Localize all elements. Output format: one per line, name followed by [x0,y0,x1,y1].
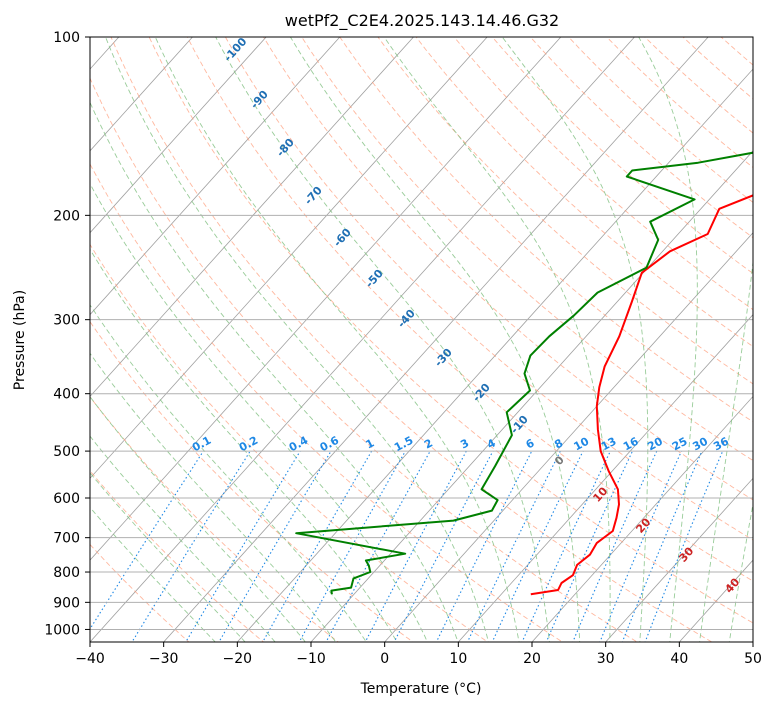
dry-adiabat-line [148,37,753,624]
y-tick-label: 700 [53,531,80,547]
y-tick-label: 300 [53,313,80,329]
y-tick-label: 800 [53,565,80,581]
y-tick-label: 1000 [44,622,80,638]
mixing-ratio-label: 25 [670,435,690,454]
x-tick-label: 50 [744,651,762,667]
dry-adiabat-line [339,37,753,423]
dry-adiabat-line [90,243,489,642]
mixing-ratio-label: 36 [711,435,731,454]
dry-adiabat-line [90,320,414,642]
isotherm-line [90,37,194,152]
profile-lines [295,151,753,596]
mixing-ratio-label: 30 [690,435,710,454]
isotherm-line [457,313,753,642]
isotherm-line [90,37,636,642]
dewpoint-line [295,151,753,595]
temperature-line [530,194,753,596]
mixing-ratio-label: 16 [621,435,641,454]
y-axis-label: Pressure (hPa) [12,290,28,390]
x-tick-label: 10 [449,651,467,667]
x-tick-label: 0 [380,651,389,667]
y-tick-label: 900 [53,595,80,611]
y-tick-label: 100 [53,30,80,46]
moist-adiabat-line [699,258,753,642]
x-tick-label: 20 [523,651,541,667]
x-tick-label: −10 [296,651,326,667]
dry-adiabat-line [301,37,753,462]
x-tick-label: −30 [149,651,179,667]
y-tick-label: 500 [53,444,80,460]
x-axis: −40 −30 −20 −10 0 10 20 30 40 50 [75,642,762,667]
isotherm-line [90,37,488,479]
isotherm-line [163,37,709,642]
isotherm-line [605,477,753,642]
mixing-ratio-label: 20 [645,435,665,454]
isotherm-line [236,68,753,642]
x-tick-label: −20 [223,651,253,667]
chart-title: wetPf2_C2E4.2025.143.14.46.G32 [285,11,559,31]
pressure-gridlines [90,37,753,630]
dry-adiabat-line [186,37,753,582]
dry-adiabat-line [262,37,753,501]
y-axis: 100 200 300 400 500 600 700 800 900 1000 [44,30,90,638]
dry-adiabat-line [415,37,753,348]
y-tick-label: 400 [53,387,80,403]
isotherm-line [90,37,562,561]
isotherm-line [90,37,415,398]
isotherm-line [90,37,267,234]
x-tick-label: 30 [597,651,615,667]
isotherm-line [531,395,753,642]
moist-adiabat-line [728,501,753,642]
mixing-ratio-label: 13 [599,435,619,454]
x-tick-label: −40 [75,651,105,667]
y-tick-label: 600 [53,491,80,507]
isotherm-line [310,150,753,642]
dry-adiabat-line [453,37,753,311]
dry-adiabat-line [90,163,564,642]
y-tick-label: 200 [53,208,80,224]
dry-adiabat-line [110,37,713,642]
moist-adiabat-line [215,37,550,642]
x-tick-label: 40 [670,651,688,667]
moist-adiabat-line [90,506,216,642]
x-axis-label: Temperature (°C) [360,681,482,697]
isotherm-line [90,37,341,316]
isotherm-line [384,232,753,642]
mixing-ratio-label: 10 [572,435,592,454]
dry-adiabat-line [90,470,265,642]
dry-adiabat-line [90,396,339,642]
dry-adiabat-line [90,77,638,642]
plot-frame [89,36,754,643]
